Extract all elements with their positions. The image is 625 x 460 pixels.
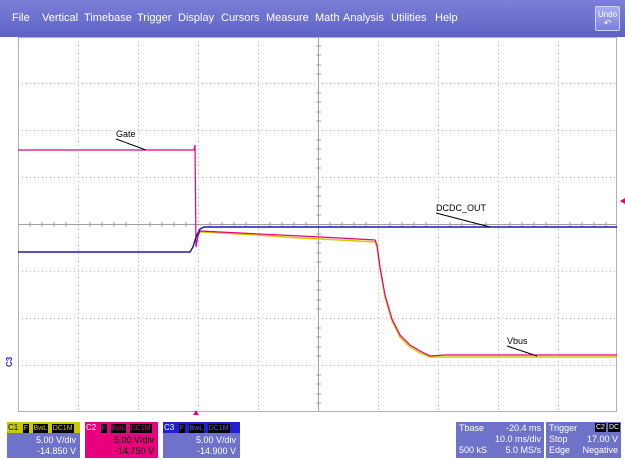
c1-tag-f: F (22, 424, 30, 433)
trigger-level-marker[interactable] (620, 198, 625, 204)
c1-tag-dc1m: DC1M (51, 424, 74, 433)
menu-utilities[interactable]: Utilities (391, 12, 427, 24)
grid (18, 37, 617, 412)
undo-label: Undo (597, 10, 618, 19)
menu-trigger[interactable]: Trigger (137, 12, 172, 24)
channel-c2-box[interactable]: C2 F BwL DC1M 5.00 V/div -14.750 V (85, 422, 158, 458)
c3-offset-marker[interactable]: C3 (5, 356, 14, 367)
timebase-box[interactable]: Tbase -20.4 ms 10.0 ms/div 500 kS 5.0 MS… (456, 422, 544, 458)
menu-measure[interactable]: Measure (266, 12, 309, 24)
timebase-delay: -20.4 ms (505, 423, 541, 433)
c3-scale: 5.00 V/div (195, 435, 236, 445)
timebase-samples: 500 kS (459, 445, 488, 455)
trigger-level: 17.00 V (586, 434, 618, 444)
display-background (0, 37, 625, 422)
timebase-rate: 5.0 MS/s (505, 445, 541, 455)
trigger-label: Trigger (549, 423, 578, 433)
gate-trace (18, 144, 617, 357)
channel-c1-box[interactable]: C1 F BwL DC1M 5.00 V/div -14.850 V (7, 422, 80, 458)
trigger-position-marker[interactable] (193, 410, 199, 415)
menu-help[interactable]: Help (435, 12, 458, 24)
c3-tag-dc1m: DC1M (207, 424, 230, 433)
timebase-per-div: 10.0 ms/div (494, 434, 541, 444)
c2-offset: -14.750 V (114, 446, 154, 456)
c3-offset: -14.900 V (196, 446, 236, 456)
c2-scale: 5.00 V/div (113, 435, 154, 445)
gate-label-leader (115, 138, 147, 151)
undo-arrow-icon: ↶ (603, 18, 612, 28)
menu-file[interactable]: File (12, 12, 30, 24)
trigger-source-tag: C2 (595, 423, 606, 432)
c1-scale: 5.00 V/div (35, 435, 76, 445)
vbus-label: Vbus (507, 336, 528, 346)
c3-tag-f: F (178, 424, 186, 433)
c2-tag-bwl: BwL (110, 424, 127, 433)
c2-tag-dc1m: DC1M (129, 424, 152, 433)
trigger-type: Edge (549, 445, 571, 455)
c1-tag-bwl: BwL (32, 424, 49, 433)
trigger-slope: Negative (582, 445, 618, 455)
trigger-mode: Stop (549, 434, 568, 444)
c1-offset: -14.850 V (36, 446, 76, 456)
trigger-box[interactable]: Trigger C2 DC Stop 17.00 V Edge Negative (546, 422, 621, 458)
c1-id: C1 (8, 423, 19, 432)
menu-vertical[interactable]: Vertical (42, 12, 79, 24)
grid-axes (18, 37, 617, 412)
dcdc-out-label: DCDC_OUT (436, 203, 487, 213)
menu-analysis[interactable]: Analysis (343, 12, 384, 24)
dcdc-out-label-leader (435, 212, 491, 228)
c2-tag-f: F (100, 424, 108, 433)
menu-cursors[interactable]: Cursors (221, 12, 260, 24)
vbus-label-leader (506, 345, 538, 357)
waveform-display: Gate DCDC_OUT Vbus C3 (0, 37, 625, 422)
timebase-label: Tbase (459, 423, 485, 433)
undo-button[interactable]: Undo ↶ (595, 6, 620, 31)
c2-id: C2 (86, 423, 97, 432)
menu-bar: File Vertical Timebase Trigger Display C… (0, 0, 625, 37)
c3-tag-bwl: BwL (188, 424, 205, 433)
menu-timebase[interactable]: Timebase (84, 12, 132, 24)
menu-display[interactable]: Display (178, 12, 215, 24)
gate-label: Gate (116, 129, 136, 139)
channel-c3-box[interactable]: C3 F BwL DC1M 5.00 V/div -14.900 V (163, 422, 240, 458)
trigger-coupling-tag: DC (608, 423, 621, 432)
dcdc-out-trace (18, 226, 617, 253)
display-frame (18, 37, 617, 412)
menu-math[interactable]: Math (315, 12, 340, 24)
c3-id: C3 (164, 423, 175, 432)
axis-ticks (29, 45, 607, 404)
